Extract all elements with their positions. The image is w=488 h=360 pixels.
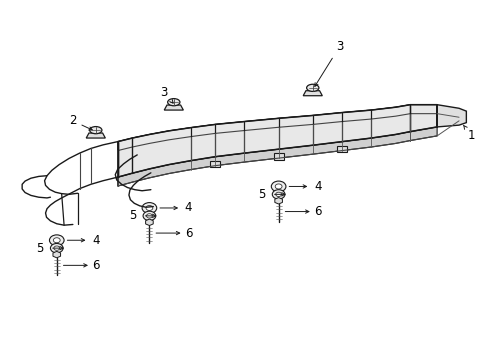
- Text: 1: 1: [463, 125, 474, 143]
- Circle shape: [275, 192, 281, 197]
- Polygon shape: [118, 105, 436, 177]
- Bar: [210, 161, 220, 167]
- Circle shape: [272, 190, 285, 199]
- Circle shape: [146, 214, 152, 218]
- Text: 3: 3: [160, 86, 173, 103]
- Polygon shape: [86, 133, 105, 138]
- Polygon shape: [118, 105, 436, 150]
- Polygon shape: [118, 127, 436, 186]
- Circle shape: [49, 235, 64, 246]
- Circle shape: [143, 211, 156, 221]
- Circle shape: [50, 243, 63, 253]
- Circle shape: [275, 184, 282, 189]
- Text: 5: 5: [36, 242, 43, 255]
- Bar: [273, 153, 283, 159]
- Text: 6: 6: [313, 205, 321, 218]
- Bar: [336, 145, 346, 152]
- Text: 4: 4: [313, 180, 321, 193]
- Circle shape: [271, 181, 285, 192]
- Text: 4: 4: [184, 202, 192, 215]
- Text: 5: 5: [257, 188, 264, 201]
- Ellipse shape: [89, 127, 102, 134]
- Circle shape: [54, 246, 60, 250]
- Polygon shape: [303, 91, 322, 96]
- Text: 6: 6: [92, 259, 100, 272]
- Text: 4: 4: [92, 234, 100, 247]
- Text: 5: 5: [128, 210, 136, 222]
- Ellipse shape: [306, 84, 318, 91]
- Ellipse shape: [167, 99, 180, 106]
- Circle shape: [142, 203, 157, 213]
- Polygon shape: [164, 105, 183, 110]
- Text: 2: 2: [69, 114, 92, 130]
- Circle shape: [53, 238, 60, 243]
- Text: 3: 3: [314, 40, 343, 86]
- Circle shape: [146, 206, 153, 211]
- Polygon shape: [436, 105, 466, 127]
- Text: 6: 6: [184, 226, 192, 239]
